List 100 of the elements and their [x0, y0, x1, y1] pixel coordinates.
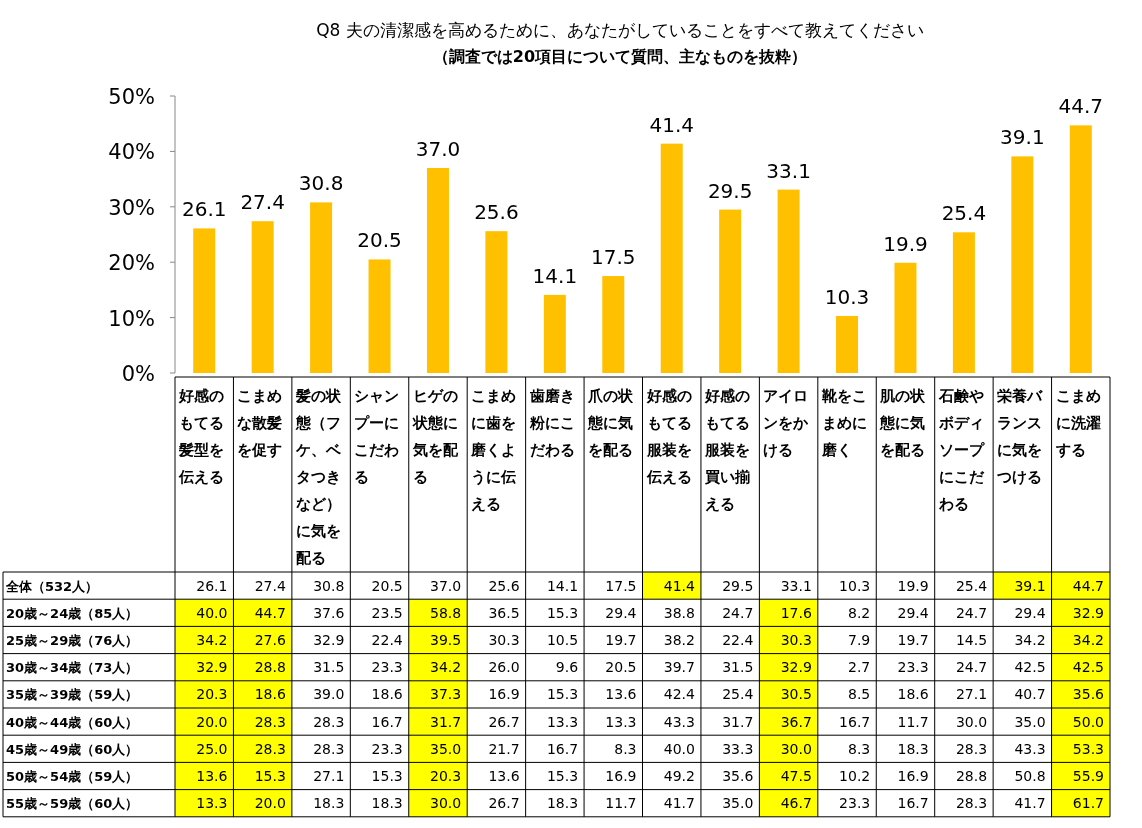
data-label: 14.5	[955, 632, 988, 648]
data-label: 53.3	[1072, 740, 1104, 757]
x-tick-label: 栄養バランスに気をつける	[996, 387, 1044, 486]
data-label: 10.2	[839, 768, 871, 784]
data-label: 20.3	[196, 686, 228, 703]
data-label: 39.5	[430, 632, 462, 648]
data-label: 20.0	[254, 795, 286, 812]
x-tick-label: 爪の状態に気を配る	[587, 387, 635, 459]
data-label: 15.3	[546, 768, 579, 784]
chart-title: Q8 夫の清潔感を高めるために、あなたがしていることをすべて教えてください	[316, 20, 924, 40]
data-label: 15.3	[371, 768, 403, 784]
data-label: 17.5	[605, 577, 637, 594]
data-label: 16.9	[488, 686, 520, 703]
data-label: 24.7	[955, 659, 988, 676]
data-label: 35.0	[1014, 713, 1046, 730]
data-label: 28.3	[955, 795, 988, 812]
data-label: 27.4	[240, 190, 285, 215]
data-label: 28.8	[955, 768, 988, 784]
y-tick-label: 0%	[121, 362, 155, 386]
data-label: 50.8	[1014, 768, 1046, 784]
bar	[719, 209, 742, 373]
data-label: 33.1	[766, 158, 811, 183]
data-label: 42.4	[663, 686, 696, 703]
data-label: 18.3	[897, 740, 929, 757]
data-label: 9.6	[555, 659, 579, 676]
data-label: 19.9	[897, 577, 929, 594]
x-tick-label: シャンプーにこだわる	[354, 387, 400, 486]
data-label: 13.3	[605, 713, 637, 730]
data-label: 35.0	[430, 740, 462, 757]
data-label: 13.3	[196, 795, 228, 812]
bar	[1011, 156, 1034, 373]
data-label: 30.5	[780, 686, 812, 703]
data-label: 25.4	[722, 686, 754, 703]
data-label: 47.5	[780, 768, 812, 784]
data-label: 36.7	[780, 713, 812, 730]
data-label: 25.4	[941, 201, 987, 226]
data-label: 25.4	[955, 577, 988, 594]
bar	[310, 202, 333, 373]
bar	[1069, 125, 1092, 373]
x-tick-label: 好感のもてる服装を伝える	[645, 387, 692, 486]
data-label: 24.7	[722, 604, 754, 621]
y-tick-label: 45歳～49歳（60人）	[6, 741, 139, 757]
data-label: 17.5	[591, 245, 636, 270]
data-label: 27.1	[955, 686, 988, 703]
data-label: 16.7	[546, 740, 579, 757]
data-label: 25.0	[196, 740, 228, 757]
data-label: 38.8	[663, 604, 695, 621]
data-label: 38.2	[663, 632, 695, 648]
y-tick-label: 全体（532人）	[5, 578, 99, 594]
data-label: 42.5	[1014, 659, 1046, 676]
data-label: 23.3	[897, 659, 929, 676]
data-label: 40.0	[663, 740, 695, 757]
data-label: 13.3	[546, 713, 579, 730]
data-label: 58.8	[430, 604, 462, 621]
x-tick-label: 好感のもてる服装を買い揃える	[703, 387, 750, 513]
data-label: 13.6	[196, 768, 228, 784]
data-label: 29.5	[707, 178, 753, 203]
data-label: 34.2	[1072, 632, 1104, 648]
y-tick-label: 20歳～24歳（85人）	[6, 605, 139, 621]
data-label: 13.6	[605, 686, 637, 703]
y-tick-label: 50歳～54歳（59人）	[6, 769, 139, 784]
data-label: 25.6	[474, 200, 519, 225]
data-label: 2.7	[847, 659, 871, 676]
data-label: 33.1	[780, 577, 812, 594]
data-label: 23.3	[371, 659, 403, 676]
bar	[251, 221, 274, 373]
y-tick-label: 20%	[108, 251, 155, 276]
data-label: 32.9	[780, 659, 812, 676]
data-label: 8.5	[847, 686, 871, 703]
data-label: 32.9	[1072, 604, 1104, 621]
x-tick-label: こまめに洗濯する	[1054, 387, 1101, 459]
data-label: 43.3	[663, 713, 695, 730]
data-label: 15.3	[546, 604, 579, 621]
x-tick-label: こまめな散髪を促す	[237, 387, 283, 459]
data-label: 37.0	[430, 577, 462, 594]
data-label: 34.2	[196, 632, 228, 648]
y-tick-label: 50%	[108, 85, 155, 109]
bar	[836, 315, 859, 373]
data-label: 8.3	[847, 740, 871, 757]
data-label: 25.6	[488, 577, 520, 594]
data-label: 37.3	[430, 686, 462, 703]
data-label: 43.3	[1014, 740, 1046, 757]
data-label: 19.7	[897, 632, 929, 648]
data-label: 17.6	[780, 604, 812, 621]
x-tick-label: 好感のもてる髪型を伝える	[178, 387, 224, 486]
data-label: 35.6	[722, 768, 754, 784]
data-label: 39.1	[1000, 125, 1045, 150]
data-label: 20.5	[371, 577, 403, 594]
data-label: 36.5	[488, 604, 520, 621]
data-label: 39.0	[313, 686, 345, 703]
bar	[426, 168, 449, 373]
x-tick-label: ヒゲの状態に気を配る	[411, 387, 459, 486]
data-label: 20.5	[605, 659, 637, 676]
data-label: 29.4	[897, 604, 929, 621]
data-label: 21.7	[488, 740, 520, 757]
data-label: 18.6	[897, 686, 929, 703]
data-label: 30.8	[313, 577, 345, 594]
data-label: 16.7	[371, 713, 403, 730]
data-label: 18.6	[371, 686, 403, 703]
data-label: 20.5	[357, 228, 402, 253]
